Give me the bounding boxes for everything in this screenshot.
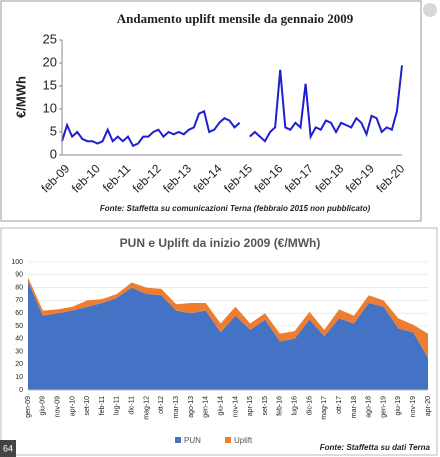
line — [61, 65, 403, 148]
x-tick-label: dic-16 — [306, 396, 313, 415]
badge-bg — [0, 440, 16, 457]
y-axis-label: €/MWh — [13, 76, 28, 118]
x-tick-label: apr-20 — [425, 396, 432, 416]
source-note: Fonte: Staffetta su comunicazioni Terna … — [100, 204, 371, 213]
x-tick-label: giu-09 — [40, 396, 47, 416]
x-tick-label: set-15 — [262, 396, 269, 416]
x-tick-label: set-10 — [84, 396, 91, 416]
y-tick-label: 0 — [50, 146, 57, 161]
y-tick-label: 70 — [15, 297, 23, 304]
y-tick-label: 20 — [43, 54, 57, 69]
x-tick-label: feb-11 — [99, 396, 106, 415]
x-tick-label: ott-17 — [336, 396, 343, 414]
x-tick-label: ago-13 — [188, 396, 195, 418]
y-tick-label: 80 — [15, 284, 23, 291]
chart-title: Andamento uplift mensile da gennaio 2009 — [117, 11, 354, 26]
x-tick-label: dic-11 — [129, 396, 136, 415]
y-tick-label: 0 — [19, 387, 23, 394]
x-tick-label: apr-10 — [69, 396, 76, 416]
x-tick-label: mar-18 — [351, 396, 358, 418]
x-tick-label: gen-19 — [380, 396, 387, 418]
x-tick-label: lug-16 — [292, 396, 299, 416]
y-tick-label: 10 — [43, 100, 57, 115]
y-tick-label: 25 — [43, 31, 57, 46]
legend-swatch — [175, 437, 181, 443]
x-tick-label: ott-12 — [158, 396, 165, 414]
x-tick-label: mag-12 — [143, 396, 150, 420]
y-tick-label: 5 — [50, 123, 57, 138]
x-tick-label: apr-15 — [247, 396, 254, 416]
x-tick-label: feb-16 — [277, 396, 284, 416]
badge: 64 — [3, 443, 13, 453]
x-tick-label: ago-18 — [366, 396, 373, 418]
chart-title: PUN e Uplift da inizio 2009 (€/MWh) — [120, 236, 321, 250]
x-tick-label: giu-19 — [395, 396, 402, 416]
x-tick-label: mar-13 — [173, 396, 180, 418]
x-tick-label: mag-17 — [321, 396, 328, 420]
y-tick-label: 40 — [15, 336, 23, 343]
y-tick-label: 90 — [15, 272, 23, 279]
y-tick-label: 10 — [15, 374, 23, 381]
x-tick-label: gen-09 — [25, 396, 32, 418]
legend-label: Uplift — [234, 436, 253, 445]
top-panel — [0, 0, 422, 222]
source-note: Fonte: Staffetta su dati Terna — [320, 443, 431, 452]
y-tick-label: 60 — [15, 310, 23, 317]
legend-swatch — [225, 437, 231, 443]
x-tick-label: giu-14 — [217, 396, 224, 416]
x-tick-label: nov-09 — [54, 396, 61, 418]
icon — [423, 3, 437, 17]
area — [28, 281, 428, 390]
x-tick-label: lug-11 — [114, 396, 121, 415]
y-tick-label: 30 — [15, 348, 23, 355]
y-tick-label: 20 — [15, 361, 23, 368]
x-tick-label: nov-19 — [410, 396, 417, 418]
y-tick-label: 100 — [11, 259, 23, 266]
x-tick-label: gen-14 — [203, 396, 210, 418]
x-tick-label: nov-14 — [232, 396, 239, 418]
area — [28, 277, 428, 358]
legend-label: PUN — [184, 436, 201, 445]
y-tick-label: 50 — [15, 323, 23, 330]
y-tick-label: 15 — [43, 77, 57, 92]
